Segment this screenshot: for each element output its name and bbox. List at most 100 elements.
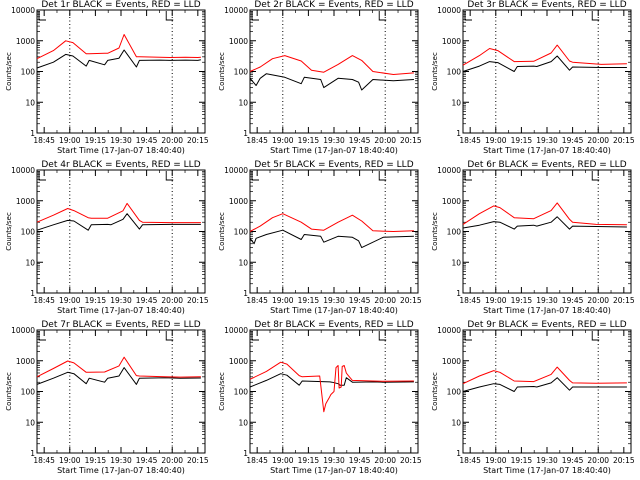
x-axis-label: Start Time (17-Jan-07 18:40:40) [270,146,398,155]
panel-det-7r: Det 7r BLACK = Events, RED = LLD 1 10 100 10… [5,320,209,475]
y-tick-label: 1 [456,289,461,298]
y-tick-label: 100 [234,68,249,77]
series-line-events [249,373,414,388]
interval-bracket-left [251,171,259,181]
x-tick-label: 19:30 [110,136,132,145]
series-line-lld [36,34,201,60]
y-tick-label: 1000 [16,357,35,366]
interval-bracket-left [251,11,259,21]
x-tick-label: 19:30 [110,456,132,465]
x-tick-label: 19:00 [485,456,507,465]
x-tick-label: 20:15 [187,296,209,305]
x-tick-label: 20:15 [613,456,635,465]
x-axis-label: Start Time (17-Jan-07 18:40:40) [57,466,185,475]
y-tick-label: 10000 [224,166,248,175]
series-line-lld [249,361,414,413]
panel-title: Det 5r BLACK = Events, RED = LLD [254,160,413,170]
x-tick-label: 18:45 [459,136,481,145]
y-tick-label: 1 [243,129,248,138]
y-tick-label: 10 [451,258,461,267]
y-tick-label: 1 [456,129,461,138]
interval-bracket-left [38,331,46,341]
x-tick-label: 19:15 [511,136,533,145]
y-tick-label: 10000 [437,326,461,335]
x-tick-label: 19:00 [59,136,81,145]
y-tick-label: 10000 [437,6,461,15]
interval-bracket-left [464,331,472,341]
series-line-lld [462,366,627,385]
series-line-events [36,49,201,69]
interval-bracket-right [165,331,174,341]
y-tick-label: 10 [238,418,248,427]
y-tick-label: 1000 [229,197,248,206]
x-tick-label: 19:30 [536,296,558,305]
x-tick-label: 19:45 [136,456,158,465]
x-tick-label: 20:00 [587,296,609,305]
y-axis-label: Counts/sec [431,212,439,251]
interval-bracket-right [591,171,600,181]
x-axis-label: Start Time (17-Jan-07 18:40:40) [483,306,611,315]
y-tick-label: 10 [25,258,35,267]
x-axis-label: Start Time (17-Jan-07 18:40:40) [270,306,398,315]
panel-det-9r: Det 9r BLACK = Events, RED = LLD 1 10 100 10… [431,320,635,475]
interval-bracket-right [165,171,174,181]
panel-det-4r: Det 4r BLACK = Events, RED = LLD 1 10 100 10… [5,160,209,315]
x-tick-label: 19:30 [110,296,132,305]
y-tick-label: 1000 [16,197,35,206]
x-axis-label: Start Time (17-Jan-07 18:40:40) [483,466,611,475]
y-tick-label: 10000 [224,326,248,335]
x-axis-label: Start Time (17-Jan-07 18:40:40) [270,466,398,475]
y-tick-label: 1 [30,289,35,298]
series-line-events [462,216,627,230]
x-tick-label: 18:45 [459,296,481,305]
x-tick-label: 19:30 [323,296,345,305]
x-tick-label: 18:45 [33,136,55,145]
panel-det-2r: Det 2r BLACK = Events, RED = LLD 1 10 100 10… [218,0,422,155]
y-tick-label: 1000 [442,197,461,206]
x-tick-label: 19:15 [298,136,320,145]
y-tick-label: 1000 [229,357,248,366]
y-tick-label: 1 [30,449,35,458]
x-axis-label: Start Time (17-Jan-07 18:40:40) [483,146,611,155]
interval-bracket-right [591,331,600,341]
series-line-events [462,55,627,72]
panel-title: Det 3r BLACK = Events, RED = LLD [467,0,626,10]
series-line-lld [249,213,414,232]
interval-bracket-right [378,11,387,21]
x-tick-label: 19:15 [298,456,320,465]
x-tick-label: 18:45 [246,296,268,305]
x-tick-label: 19:15 [298,296,320,305]
series-line-events [36,367,201,385]
x-tick-label: 18:45 [246,456,268,465]
interval-bracket-left [464,171,472,181]
x-tick-label: 19:45 [136,296,158,305]
x-tick-label: 19:15 [85,456,107,465]
y-tick-label: 10 [25,418,35,427]
x-tick-label: 20:15 [400,136,422,145]
x-tick-label: 20:00 [374,136,396,145]
y-tick-label: 1 [243,289,248,298]
x-tick-label: 19:45 [136,136,158,145]
x-tick-label: 20:00 [374,296,396,305]
panel-det-6r: Det 6r BLACK = Events, RED = LLD 1 10 100 10… [431,160,635,315]
y-tick-label: 10000 [11,6,35,15]
y-tick-label: 1000 [229,37,248,46]
interval-bracket-left [464,11,472,21]
y-axis-label: Counts/sec [5,52,13,91]
y-tick-label: 100 [21,68,36,77]
panel-title: Det 6r BLACK = Events, RED = LLD [467,160,626,170]
y-tick-label: 1000 [442,357,461,366]
x-tick-label: 20:15 [187,456,209,465]
y-axis-label: Counts/sec [5,212,13,251]
x-tick-label: 19:30 [323,456,345,465]
x-tick-label: 18:45 [459,456,481,465]
interval-bracket-left [38,11,46,21]
x-tick-label: 19:00 [272,456,294,465]
panel-title: Det 8r BLACK = Events, RED = LLD [254,320,413,330]
y-axis-label: Counts/sec [218,212,226,251]
y-axis-label: Counts/sec [218,372,226,411]
x-tick-label: 19:15 [85,296,107,305]
y-tick-label: 10 [451,418,461,427]
x-tick-label: 20:00 [161,456,183,465]
